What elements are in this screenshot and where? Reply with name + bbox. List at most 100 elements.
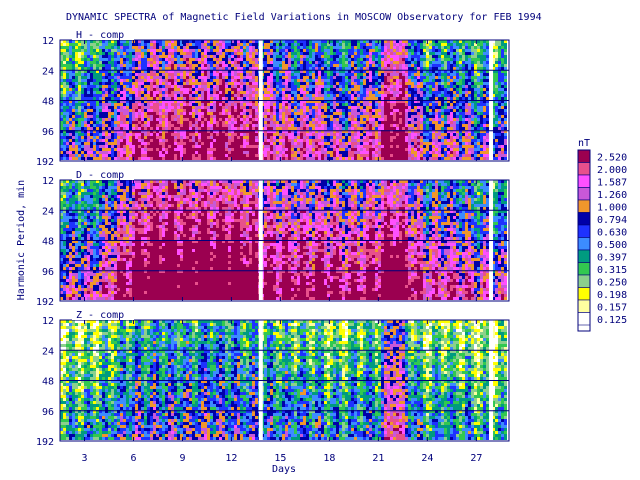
spectrogram-cell xyxy=(63,73,66,76)
spectrogram-cell xyxy=(219,139,222,142)
spectrogram-cell xyxy=(210,49,213,52)
spectrogram-cell xyxy=(105,109,108,112)
spectrogram-cell xyxy=(222,58,225,61)
spectrogram-cell xyxy=(270,112,273,115)
spectrogram-cell xyxy=(186,118,189,121)
spectrogram-cell xyxy=(321,61,324,64)
spectrogram-cell xyxy=(207,118,210,121)
spectrogram-cell xyxy=(117,106,120,109)
spectrogram-cell xyxy=(111,88,114,91)
spectrogram-cell xyxy=(270,70,273,73)
spectrogram-cell xyxy=(81,109,84,112)
spectrogram-cell xyxy=(96,124,99,127)
spectrogram-cell xyxy=(123,148,126,151)
spectrogram-cell xyxy=(408,145,411,148)
spectrogram-cell xyxy=(255,70,258,73)
spectrogram-cell xyxy=(201,115,204,118)
spectrogram-cell xyxy=(204,76,207,79)
spectrogram-cell xyxy=(306,103,309,106)
spectrogram-cell xyxy=(255,82,258,85)
spectrogram-cell xyxy=(231,106,234,109)
spectrogram-cell xyxy=(126,94,129,97)
spectrogram-cell xyxy=(69,55,72,58)
spectrogram-cell xyxy=(156,70,159,73)
spectrogram-cell xyxy=(297,85,300,88)
spectrogram-cell xyxy=(342,67,345,70)
spectrogram-cell xyxy=(369,49,372,52)
spectrogram-cell xyxy=(363,61,366,64)
spectrogram-cell xyxy=(69,121,72,124)
spectrogram-cell xyxy=(153,130,156,133)
spectrogram-cell xyxy=(411,43,414,46)
spectrogram-cell xyxy=(408,106,411,109)
spectrogram-cell xyxy=(354,121,357,124)
spectrogram-cell xyxy=(195,103,198,106)
spectrogram-cell xyxy=(339,43,342,46)
spectrogram-cell xyxy=(354,49,357,52)
spectrogram-cell xyxy=(204,142,207,145)
spectrogram-cell xyxy=(384,94,387,97)
spectrogram-cell xyxy=(255,130,258,133)
spectrogram-cell xyxy=(255,148,258,151)
spectrogram-cell xyxy=(312,139,315,142)
spectrogram-cell xyxy=(147,136,150,139)
spectrogram-cell xyxy=(333,106,336,109)
spectrogram-cell xyxy=(186,115,189,118)
spectrogram-cell xyxy=(267,52,270,55)
spectrogram-cell xyxy=(279,97,282,100)
spectrogram-cell xyxy=(219,145,222,148)
spectrogram-cell xyxy=(213,103,216,106)
spectrogram-cell xyxy=(414,70,417,73)
spectrogram-cell xyxy=(414,64,417,67)
spectrogram-cell xyxy=(174,142,177,145)
spectrogram-cell xyxy=(366,145,369,148)
spectrogram-cell xyxy=(108,157,111,160)
spectrogram-cell xyxy=(114,127,117,130)
spectrogram-cell xyxy=(267,64,270,67)
spectrogram-cell xyxy=(294,148,297,151)
spectrogram-cell xyxy=(357,112,360,115)
spectrogram-cell xyxy=(288,73,291,76)
spectrogram-cell xyxy=(162,91,165,94)
spectrogram-cell xyxy=(279,61,282,64)
spectrogram-cell xyxy=(411,124,414,127)
spectrogram-cell xyxy=(165,148,168,151)
spectrogram-cell xyxy=(120,157,123,160)
spectrogram-cell xyxy=(60,136,63,139)
spectrogram-cell xyxy=(252,151,255,154)
spectrogram-cell xyxy=(390,94,393,97)
spectrogram-cell xyxy=(210,127,213,130)
spectrogram-cell xyxy=(231,142,234,145)
spectrogram-cell xyxy=(300,79,303,82)
spectrogram-cell xyxy=(192,94,195,97)
spectrogram-cell xyxy=(249,64,252,67)
spectrogram-cell xyxy=(144,97,147,100)
spectrogram-cell xyxy=(363,151,366,154)
spectrogram-cell xyxy=(399,76,402,79)
spectrogram-cell xyxy=(399,82,402,85)
spectrogram-cell xyxy=(330,76,333,79)
spectrogram-cell xyxy=(177,76,180,79)
spectrogram-cell xyxy=(387,151,390,154)
spectrogram-cell xyxy=(207,142,210,145)
spectrogram-cell xyxy=(180,97,183,100)
spectrogram-cell xyxy=(363,157,366,160)
spectrogram-cell xyxy=(147,97,150,100)
spectrogram-cell xyxy=(201,118,204,121)
spectrogram-cell xyxy=(156,151,159,154)
spectrogram-cell xyxy=(291,94,294,97)
spectrogram-cell xyxy=(366,46,369,49)
spectrogram-cell xyxy=(408,154,411,157)
spectrogram-cell xyxy=(342,52,345,55)
spectrogram-cell xyxy=(327,142,330,145)
spectrogram-cell xyxy=(429,67,432,70)
spectrogram-cell xyxy=(369,70,372,73)
spectrogram-cell xyxy=(426,154,429,157)
spectrogram-cell xyxy=(363,64,366,67)
spectrogram-cell xyxy=(237,118,240,121)
spectrogram-cell xyxy=(132,88,135,91)
spectrogram-cell xyxy=(306,40,309,43)
spectrogram-cell xyxy=(423,151,426,154)
spectrogram-cell xyxy=(294,106,297,109)
spectrogram-cell xyxy=(267,76,270,79)
